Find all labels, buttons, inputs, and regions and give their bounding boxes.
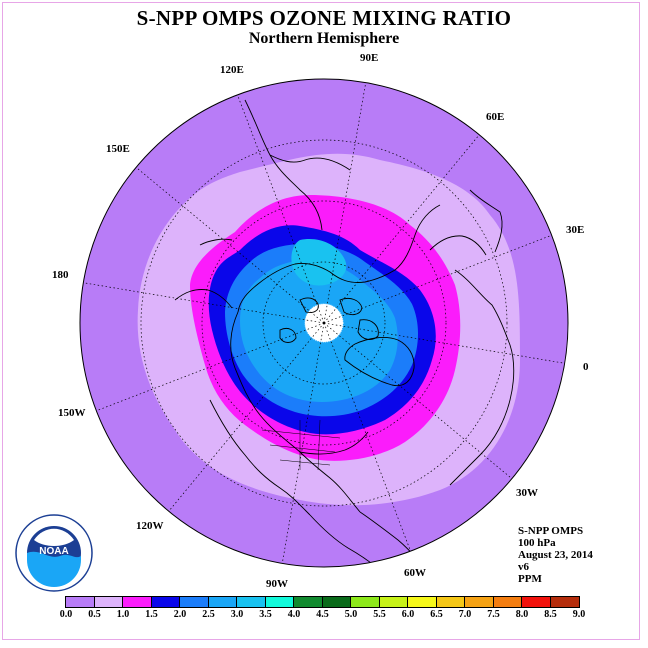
colorbar-tick-label: 4.5 bbox=[316, 609, 329, 620]
colorbar-tick-label: 1.5 bbox=[145, 609, 158, 620]
colorbar bbox=[65, 596, 580, 608]
info-instrument: S-NPP OMPS bbox=[518, 525, 584, 537]
colorbar-tick-label: 0.5 bbox=[88, 609, 101, 620]
colorbar-swatch bbox=[322, 597, 351, 607]
colorbar-tick-label: 8.5 bbox=[544, 609, 557, 620]
lon-label-90e: 90E bbox=[360, 52, 378, 64]
colorbar-swatch bbox=[66, 597, 95, 607]
colorbar-swatch bbox=[123, 597, 152, 607]
info-version: v6 bbox=[518, 561, 529, 573]
colorbar-swatch bbox=[180, 597, 209, 607]
colorbar-swatch bbox=[94, 597, 123, 607]
colorbar-swatch bbox=[493, 597, 522, 607]
colorbar-tick-label: 6.0 bbox=[401, 609, 415, 620]
info-units: PPM bbox=[518, 573, 542, 585]
colorbar-tick-label: 2.5 bbox=[202, 609, 215, 620]
lon-label-30w: 30W bbox=[516, 487, 538, 499]
colorbar-swatch bbox=[522, 597, 551, 607]
colorbar-swatch bbox=[208, 597, 237, 607]
lon-label-150e: 150E bbox=[106, 143, 130, 155]
colorbar-swatch bbox=[351, 597, 380, 607]
noaa-logo-text: NOAA bbox=[39, 546, 68, 557]
lon-label-120w: 120W bbox=[136, 520, 164, 532]
colorbar-swatch bbox=[408, 597, 437, 607]
map-border bbox=[79, 78, 569, 568]
map-subtitle: Northern Hemisphere bbox=[248, 30, 400, 47]
longitude-grid bbox=[80, 80, 568, 566]
colorbar-tick-label: 5.0 bbox=[344, 609, 358, 620]
colorbar-swatch bbox=[379, 597, 408, 607]
lon-label-90w: 90W bbox=[266, 578, 288, 590]
colorbar-swatch bbox=[294, 597, 323, 607]
colorbar-tick-label: 0.0 bbox=[59, 609, 73, 620]
colorbar-tick-label: 5.5 bbox=[373, 609, 386, 620]
colorbar-tick-label: 1.0 bbox=[116, 609, 130, 620]
latitude-grid bbox=[140, 139, 508, 507]
colorbar-tick-label: 7.5 bbox=[487, 609, 500, 620]
lon-label-30e: 30E bbox=[566, 224, 584, 236]
colorbar-tick-label: 3.5 bbox=[259, 609, 272, 620]
colorbar-tick-label: 8.0 bbox=[515, 609, 529, 620]
colorbar-ticks: 0.0 0.5 1.0 1.5 2.0 2.5 3.0 3.5 4.0 4.5 5.0 5.5 6.0 6… bbox=[59, 609, 619, 623]
colorbar-swatch bbox=[436, 597, 465, 607]
colorbar-tick-label: 2.0 bbox=[173, 609, 187, 620]
colorbar-swatch bbox=[265, 597, 294, 607]
plot-info: S-NPP OMPS 100 hPa August 23, 2014 v6 PP… bbox=[518, 525, 593, 585]
image-frame bbox=[2, 2, 640, 640]
colorbar-tick-label: 4.0 bbox=[287, 609, 301, 620]
map-title: S-NPP OMPS OZONE MIXING RATIO bbox=[136, 6, 512, 30]
lon-label-180: 180 bbox=[52, 269, 69, 281]
colorbar-swatch bbox=[550, 597, 579, 607]
lon-label-150w: 150W bbox=[58, 407, 86, 419]
lon-label-60w: 60W bbox=[404, 567, 426, 579]
lon-label-60e: 60E bbox=[486, 111, 504, 123]
colorbar-swatch bbox=[465, 597, 494, 607]
colorbar-tick-label: 9.0 bbox=[572, 609, 586, 620]
colorbar-tick-label: 6.5 bbox=[430, 609, 443, 620]
coastlines bbox=[174, 99, 515, 567]
lon-label-120e: 120E bbox=[220, 64, 244, 76]
colorbar-tick-label: 7.0 bbox=[458, 609, 472, 620]
colorbar-swatch bbox=[151, 597, 180, 607]
lon-label-0: 0 bbox=[583, 361, 589, 373]
info-date: August 23, 2014 bbox=[518, 549, 593, 561]
colorbar-swatch bbox=[237, 597, 266, 607]
info-pressure-level: 100 hPa bbox=[518, 537, 556, 549]
noaa-logo: NOAA bbox=[15, 514, 93, 592]
colorbar-tick-label: 3.0 bbox=[230, 609, 244, 620]
